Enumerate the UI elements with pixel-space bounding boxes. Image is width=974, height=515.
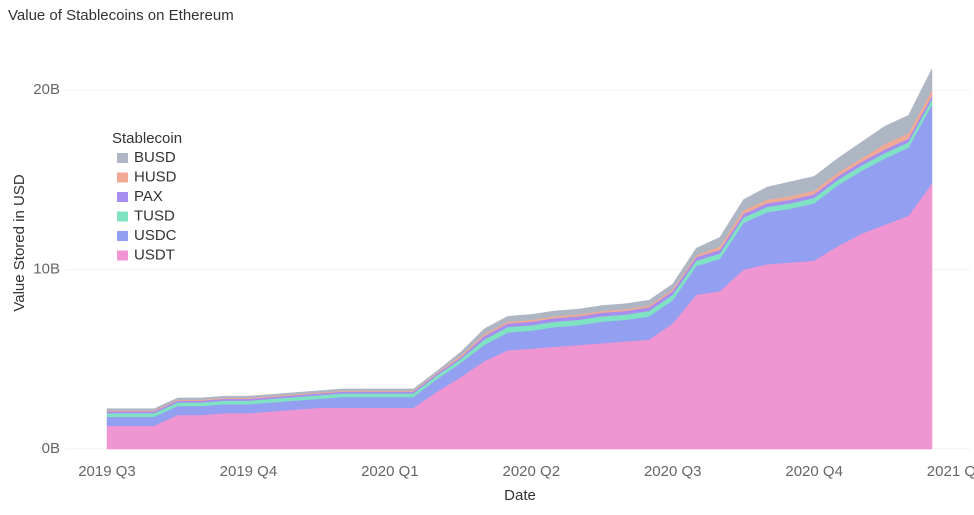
y-tick-label: 0B <box>42 440 60 457</box>
y-axis-title: Value Stored in USD <box>11 174 28 311</box>
x-tick-label: 2019 Q3 <box>78 463 136 480</box>
legend-label: TUSD <box>134 207 175 224</box>
x-tick-label: 2020 Q3 <box>644 463 702 480</box>
x-tick-label: 2020 Q2 <box>503 463 561 480</box>
y-tick-label: 20B <box>33 81 60 98</box>
legend-label: USDT <box>134 246 175 263</box>
legend-swatch <box>117 172 128 183</box>
area <box>106 68 933 411</box>
legend-title: Stablecoin <box>112 130 182 147</box>
y-tick-label: 10B <box>33 261 60 278</box>
x-tick-label: 2021 Q1 <box>927 463 974 480</box>
legend-swatch <box>117 211 128 222</box>
legend-swatch <box>117 250 128 261</box>
x-tick-label: 2019 Q4 <box>220 463 278 480</box>
x-tick-label: 2020 Q1 <box>361 463 419 480</box>
chart-title: Value of Stablecoins on Ethereum <box>8 7 234 24</box>
legend-label: USDC <box>134 227 177 244</box>
legend-swatch <box>117 192 128 202</box>
x-axis-title: Date <box>504 487 536 504</box>
legend-label: BUSD <box>134 149 176 166</box>
x-tick-label: 2020 Q4 <box>785 463 843 480</box>
legend-swatch <box>117 231 128 241</box>
legend-label: PAX <box>134 188 163 205</box>
legend-label: HUSD <box>134 168 177 185</box>
legend-swatch <box>117 153 128 163</box>
